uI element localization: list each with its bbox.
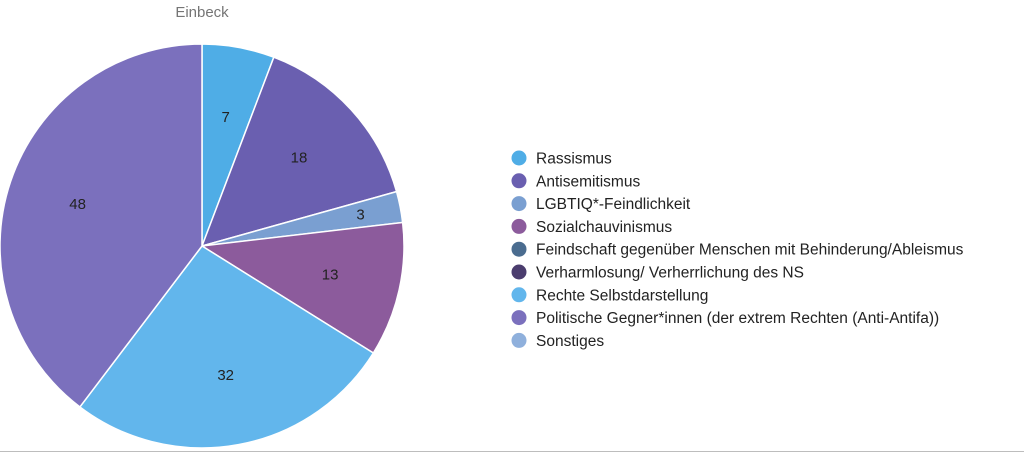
- slice-value-label: 7: [222, 109, 230, 126]
- chart-title: Einbeck: [175, 4, 229, 21]
- pie-slice-politische-gegner-innen-der-extrem-rechten-anti-antifa[interactable]: [0, 43, 203, 408]
- legend-item-sozialchauvinismus[interactable]: Sozialchauvinismus: [511, 218, 673, 236]
- pie-slice-antisemitismus[interactable]: [200, 56, 398, 248]
- legend-swatch: [511, 196, 527, 212]
- legend-swatch: [511, 150, 527, 166]
- legend-swatch: [511, 241, 527, 257]
- slice-value-label: 3: [356, 207, 364, 224]
- slice-value-label: 13: [322, 267, 339, 284]
- pie-slice-sozialchauvinismus[interactable]: [199, 221, 405, 355]
- legend-label: Sozialchauvinismus: [536, 219, 672, 236]
- legend-label: Politische Gegner*innen (der extrem Rech…: [536, 310, 939, 327]
- legend-item-sonstiges[interactable]: Sonstiges: [511, 332, 605, 350]
- pie-slice-labels: 7 18 3 13 32 48: [69, 109, 364, 384]
- legend-label: Sonstiges: [536, 333, 604, 350]
- legend-swatch: [511, 264, 527, 280]
- legend-label: Antisemitismus: [536, 173, 640, 190]
- pie-slices: [0, 43, 405, 449]
- legend-swatch: [511, 310, 527, 326]
- legend-item-lgbtiq-feindlichkeit[interactable]: LGBTIQ*-Feindlichkeit: [511, 196, 691, 213]
- legend-swatch: [511, 287, 527, 303]
- legend-item-rechte-selbstdarstellung[interactable]: Rechte Selbstdarstellung: [511, 287, 709, 304]
- legend-label: Rassismus: [536, 151, 612, 168]
- legend-label: Rechte Selbstdarstellung: [536, 287, 708, 304]
- slice-value-label: 48: [69, 196, 86, 213]
- legend-swatch: [511, 332, 527, 348]
- legend-label: Feindschaft gegenüber Menschen mit Behin…: [536, 242, 964, 259]
- legend-item-antisemitismus[interactable]: Antisemitismus: [511, 173, 641, 190]
- legend-item-feindschaft-gegen-ber-menschen-mit-behinderung-ableismus[interactable]: Feindschaft gegenüber Menschen mit Behin…: [511, 241, 964, 259]
- legend-swatch: [511, 218, 527, 234]
- slice-value-label: 18: [291, 150, 308, 167]
- legend-swatch: [511, 173, 527, 189]
- legend: Rassismus Antisemitismus LGBTIQ*-Feindlich…: [511, 150, 964, 350]
- slice-value-label: 32: [217, 367, 234, 384]
- legend-label: LGBTIQ*-Feindlichkeit: [536, 196, 691, 213]
- legend-item-politische-gegner-innen-der-extrem-rechten-anti-antifa[interactable]: Politische Gegner*innen (der extrem Rech…: [511, 310, 940, 327]
- legend-item-rassismus[interactable]: Rassismus: [511, 150, 613, 168]
- legend-item-verharmlosung-verherrlichung-des-ns[interactable]: Verharmlosung/ Verherrlichung des NS: [511, 264, 804, 282]
- pie-slice-rechte-selbstdarstellung[interactable]: [78, 245, 375, 449]
- legend-label: Verharmlosung/ Verherrlichung des NS: [536, 265, 804, 282]
